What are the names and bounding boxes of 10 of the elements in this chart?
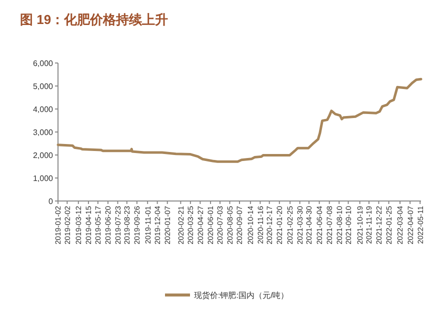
line-series bbox=[56, 78, 422, 163]
y-tick-label: 3,000 bbox=[32, 128, 54, 137]
y-tick-label: 4,000 bbox=[32, 105, 54, 114]
y-tick-label: 6,000 bbox=[32, 59, 54, 68]
y-tick-label: 1,000 bbox=[32, 174, 54, 183]
legend-label: 现货价:钾肥:国内（元/吨） bbox=[194, 291, 289, 300]
y-tick-label: 5,000 bbox=[32, 82, 54, 91]
y-tick-label: 0 bbox=[48, 197, 54, 206]
chart-title: 图 19：化肥价格持续上升 bbox=[20, 12, 168, 27]
y-tick-label: 2,000 bbox=[32, 151, 54, 160]
